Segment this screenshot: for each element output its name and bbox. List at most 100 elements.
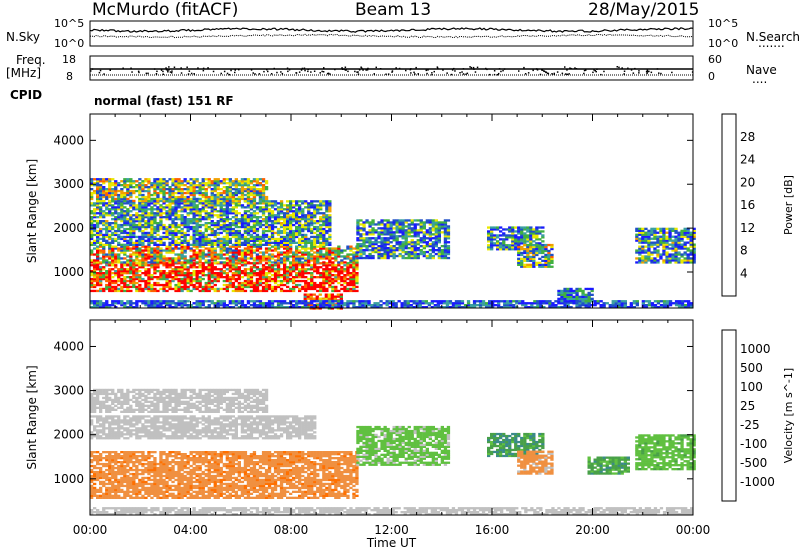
- data-cell: [493, 242, 497, 245]
- data-cell: [258, 184, 263, 187]
- data-cell: [234, 247, 238, 250]
- data-cell: [307, 285, 311, 289]
- data-cell: [168, 206, 172, 209]
- data-cell: [298, 237, 302, 241]
- data-cell: [322, 287, 326, 291]
- data-cell: [216, 287, 220, 291]
- data-cell: [231, 285, 235, 289]
- data-cell: [195, 251, 199, 254]
- data-cell: [267, 266, 272, 269]
- data-cell: [356, 250, 360, 254]
- data-cell: [234, 191, 238, 195]
- data-cell: [359, 247, 363, 250]
- data-cell: [526, 226, 530, 229]
- data-cell: [180, 274, 184, 277]
- data-cell: [264, 281, 269, 285]
- data-cell: [93, 283, 97, 287]
- data-cell: [219, 245, 223, 248]
- data-cell: [328, 227, 332, 231]
- data-cell: [413, 250, 417, 254]
- data-cell: [237, 277, 241, 281]
- data-cell: [234, 272, 238, 275]
- data-cell: [177, 182, 181, 185]
- data-cell: [410, 219, 414, 222]
- data-cell: [309, 293, 313, 296]
- data-cell: [380, 219, 384, 222]
- data-cell: [301, 253, 305, 256]
- data-cell: [183, 235, 187, 239]
- data-cell: [240, 220, 245, 223]
- data-cell: [395, 247, 399, 250]
- data-cell: [286, 206, 290, 209]
- data-cell: [108, 287, 112, 291]
- data-cell: [635, 235, 639, 238]
- data-cell: [165, 206, 169, 209]
- data-cell: [410, 256, 414, 260]
- data-cell: [249, 239, 254, 242]
- data-cell: [111, 225, 115, 229]
- data-cell: [674, 251, 678, 254]
- data-cell: [316, 227, 320, 231]
- data-cell: [328, 233, 332, 237]
- data-cell: [153, 222, 157, 225]
- data-cell: [108, 249, 112, 252]
- freq-dot: [630, 69, 633, 71]
- data-cell: [668, 255, 672, 258]
- data-cell: [264, 216, 269, 219]
- data-cell: [315, 305, 319, 308]
- data-cell: [319, 262, 323, 265]
- data-cell: [659, 235, 663, 238]
- data-cell: [210, 259, 214, 262]
- data-cell: [325, 218, 329, 221]
- data-cell: [322, 257, 326, 260]
- data-cell: [222, 223, 226, 227]
- data-cell: [177, 210, 181, 213]
- data-cell: [650, 245, 654, 248]
- data-cell: [529, 243, 533, 247]
- data-cell: [243, 289, 248, 293]
- data-cell: [313, 270, 317, 273]
- data-cell: [355, 253, 359, 256]
- data-cell: [331, 251, 335, 254]
- data-cell: [279, 261, 284, 264]
- data-cell: [144, 223, 148, 227]
- data-cell: [644, 249, 648, 252]
- data-cell: [662, 261, 666, 264]
- data-cell: [286, 259, 290, 262]
- freq-dot: [595, 70, 597, 73]
- data-cell: [210, 264, 214, 267]
- data-cell: [270, 274, 275, 277]
- data-cell: [213, 222, 217, 225]
- data-cell: [129, 235, 133, 239]
- data-cell: [120, 243, 124, 246]
- data-cell: [186, 189, 190, 193]
- data-cell: [304, 272, 308, 275]
- data-cell: [222, 186, 226, 189]
- data-cell: [150, 197, 154, 201]
- data-cell: [189, 200, 193, 203]
- data-cell: [443, 249, 448, 252]
- data-cell: [180, 253, 184, 256]
- data-cell: [313, 220, 317, 223]
- data-cell: [120, 287, 124, 291]
- data-cell: [93, 277, 97, 281]
- data-cell: [210, 216, 214, 219]
- data-cell: [204, 197, 208, 201]
- data-cell: [228, 264, 232, 267]
- data-cell: [144, 222, 148, 225]
- data-cell: [343, 287, 347, 291]
- data-cell: [99, 274, 103, 277]
- data-cell: [677, 261, 681, 264]
- data-cell: [246, 257, 251, 260]
- data-cell: [541, 230, 545, 233]
- data-cell: [261, 206, 266, 209]
- data-cell: [198, 214, 202, 217]
- data-cell: [407, 256, 411, 260]
- data-cell: [162, 277, 166, 281]
- data-cell: [316, 237, 320, 241]
- data-cell: [225, 268, 229, 271]
- data-cell: [153, 189, 157, 193]
- data-cell: [255, 247, 260, 250]
- freq-dot: [691, 71, 694, 73]
- data-cell: [171, 195, 175, 199]
